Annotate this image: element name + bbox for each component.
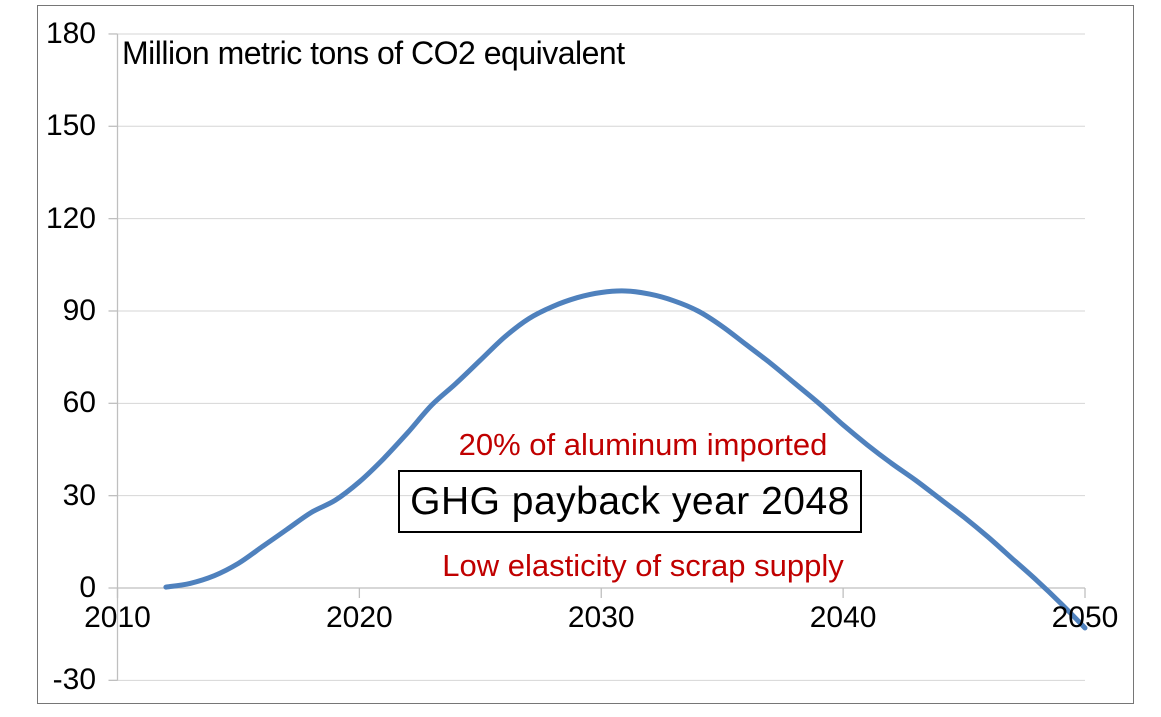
y-tick-label-180: 180 (45, 16, 96, 50)
chart-border (37, 5, 1134, 704)
x-tick-label-2020: 2020 (326, 601, 393, 634)
y-tick-label-120: 120 (45, 201, 96, 235)
tick-marks (108, 33, 1086, 681)
x-tick-label-2010: 2010 (84, 601, 151, 634)
x-tick-label-2030: 2030 (567, 601, 635, 634)
y-tick-label-30: 30 (62, 478, 96, 512)
annotation-scrap-elasticity: Low elasticity of scrap supply (442, 548, 844, 583)
gridlines (117, 33, 1085, 681)
y-tick-label-60: 60 (62, 386, 96, 420)
y-tick-label--30: -30 (52, 663, 96, 697)
y-tick-label-0: 0 (79, 571, 96, 604)
y-axis-title: Million metric tons of CO2 equivalent (122, 35, 625, 71)
x-tick-label-2050: 2050 (1051, 601, 1119, 634)
y-tick-label-150: 150 (45, 109, 96, 143)
emissions-curve (163, 288, 1088, 631)
annotation-import-share: 20% of aluminum imported (458, 427, 828, 462)
x-tick-label-2040: 2040 (809, 601, 877, 634)
y-tick-label-90: 90 (62, 293, 96, 327)
annotation-payback-year-box: GHG payback year 2048 (398, 470, 862, 533)
